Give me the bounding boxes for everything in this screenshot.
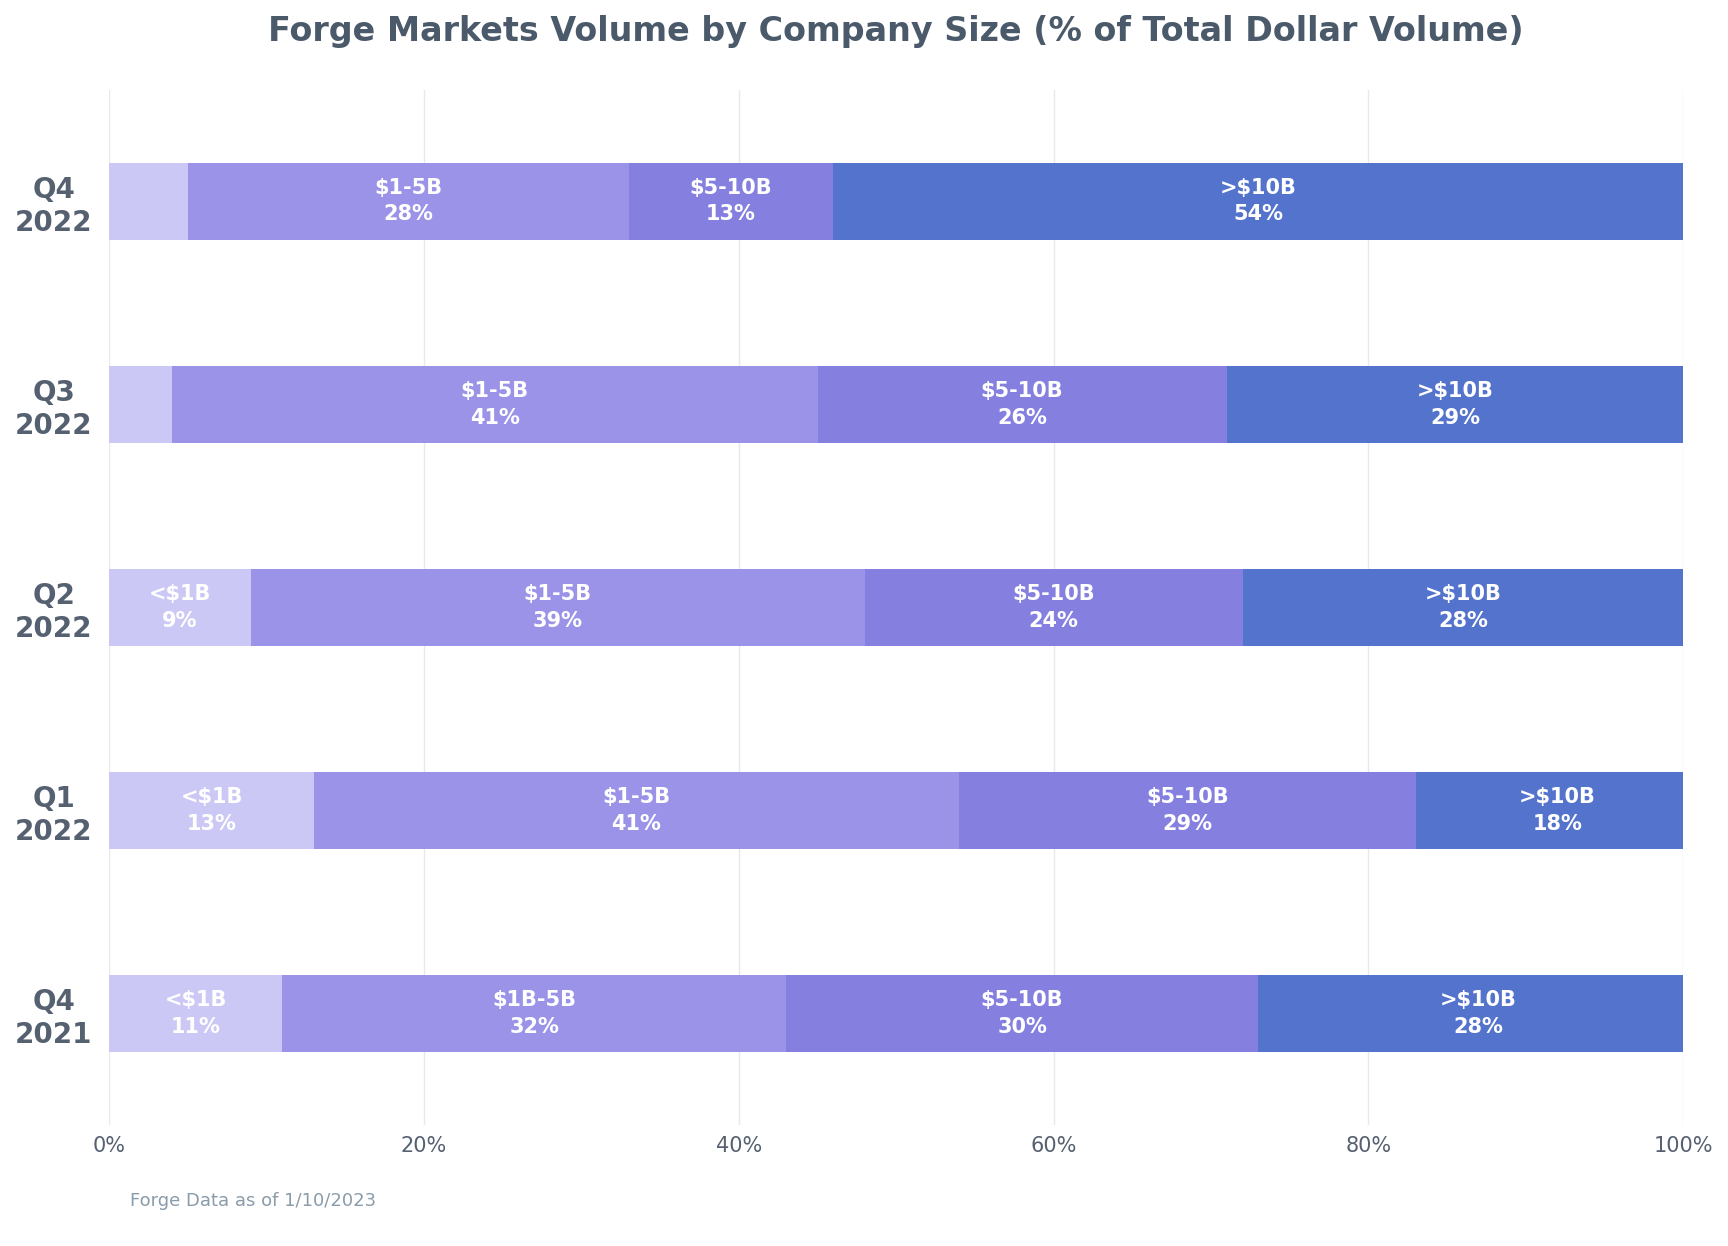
Text: $5-10B
30%: $5-10B 30%	[982, 991, 1063, 1037]
Bar	[1242, 568, 1683, 645]
Text: <$1B
9%: <$1B 9%	[149, 584, 211, 630]
Bar	[1227, 366, 1683, 442]
Bar	[786, 974, 1258, 1052]
Bar	[1258, 974, 1699, 1052]
Bar	[282, 974, 786, 1052]
Text: $5-10B
24%: $5-10B 24%	[1013, 584, 1096, 630]
Bar	[188, 163, 629, 240]
Text: $1-5B
41%: $1-5B 41%	[461, 381, 529, 427]
Text: $1-5B
28%: $1-5B 28%	[375, 178, 442, 224]
Bar	[1415, 771, 1699, 849]
Text: $1-5B
39%: $1-5B 39%	[524, 584, 593, 630]
Bar	[251, 568, 864, 645]
Text: >$10B
54%: >$10B 54%	[1220, 178, 1296, 224]
Bar	[109, 771, 314, 849]
Bar	[109, 974, 282, 1052]
Bar	[109, 568, 251, 645]
Text: <$1B
13%: <$1B 13%	[180, 787, 242, 834]
Text: >$10B
29%: >$10B 29%	[1417, 381, 1493, 427]
Bar	[864, 568, 1242, 645]
Bar	[314, 771, 959, 849]
Text: >$10B
28%: >$10B 28%	[1439, 991, 1517, 1037]
Text: $5-10B
13%: $5-10B 13%	[689, 178, 772, 224]
Title: Forge Markets Volume by Company Size (% of Total Dollar Volume): Forge Markets Volume by Company Size (% …	[268, 15, 1524, 49]
Text: >$10B
28%: >$10B 28%	[1424, 584, 1502, 630]
Bar	[629, 163, 833, 240]
Bar	[817, 366, 1227, 442]
Text: $5-10B
29%: $5-10B 29%	[1146, 787, 1229, 834]
Text: $5-10B
26%: $5-10B 26%	[982, 381, 1063, 427]
Bar	[109, 366, 173, 442]
Text: $1-5B
41%: $1-5B 41%	[603, 787, 670, 834]
Text: <$1B
11%: <$1B 11%	[164, 991, 226, 1037]
Bar	[959, 771, 1415, 849]
Bar	[833, 163, 1683, 240]
Text: Forge Data as of 1/10/2023: Forge Data as of 1/10/2023	[130, 1192, 375, 1210]
Bar	[109, 163, 188, 240]
Text: $1B-5B
32%: $1B-5B 32%	[492, 991, 575, 1037]
Text: >$10B
18%: >$10B 18%	[1519, 787, 1595, 834]
Bar	[173, 366, 817, 442]
